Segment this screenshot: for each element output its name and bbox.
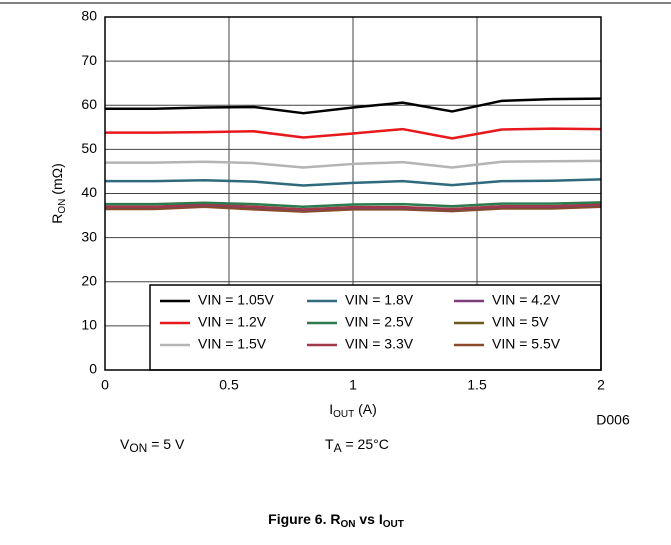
y-axis-label-part: (mΩ) <box>49 163 65 198</box>
legend-label: VIN = 5.5V <box>492 336 561 352</box>
x-tick-label: 1 <box>349 377 357 393</box>
annotation: VON = 5 V <box>120 436 185 455</box>
x-axis-label-part: I <box>329 401 333 417</box>
series-line <box>105 127 602 140</box>
legend-label: VIN = 2.5V <box>345 314 414 330</box>
x-tick-label: 1.5 <box>467 377 487 393</box>
caption: Figure 6. RON vs IOUT <box>268 511 404 530</box>
legend-label: VIN = 1.8V <box>345 292 414 308</box>
series-line <box>105 159 602 169</box>
annotation-part: ON <box>129 441 147 455</box>
x-axis-label: IOUT (A) <box>329 401 377 420</box>
annotation-part: A <box>334 441 342 455</box>
legend-box <box>149 284 602 371</box>
series-line <box>105 203 602 211</box>
series-line <box>105 205 602 213</box>
y-tick-label: 0 <box>89 361 97 377</box>
y-tick-label: 10 <box>81 317 97 333</box>
legend-label: VIN = 3.3V <box>345 336 414 352</box>
y-tick-label: 40 <box>81 184 97 200</box>
x-tick-label: 2 <box>597 377 605 393</box>
figure-id: D006 <box>596 412 630 428</box>
annotation-part: V <box>120 436 130 452</box>
y-tick-label: 60 <box>81 96 97 112</box>
series-line <box>105 97 602 115</box>
annotation-part: T <box>325 436 334 452</box>
y-axis-label-part: ON <box>57 199 68 214</box>
legend-label: VIN = 1.2V <box>198 314 267 330</box>
annotation-part: = 25°C <box>342 436 389 452</box>
annotation: TA = 25°C <box>325 436 389 455</box>
y-tick-label: 50 <box>81 140 97 156</box>
plot-border <box>104 16 602 371</box>
caption-part: vs I <box>356 511 383 527</box>
legend-label: VIN = 1.05V <box>198 292 275 308</box>
x-tick-label: 0.5 <box>219 377 239 393</box>
x-axis-label-part: (A) <box>354 401 377 417</box>
y-tick-label: 30 <box>81 228 97 244</box>
series-line <box>105 201 602 208</box>
y-axis-label: RON (mΩ) <box>49 163 68 223</box>
x-axis-label-part: OUT <box>333 409 354 420</box>
y-tick-label: 80 <box>81 8 97 24</box>
caption-part: ON <box>341 519 356 530</box>
y-axis-label-part: R <box>49 214 65 224</box>
y-tick-label: 70 <box>81 52 97 68</box>
caption-part: OUT <box>383 519 404 530</box>
x-tick-label: 0 <box>101 377 109 393</box>
legend-label: VIN = 5V <box>492 314 549 330</box>
series-line <box>105 178 602 187</box>
y-tick-label: 20 <box>81 272 97 288</box>
annotation-part: = 5 V <box>147 436 185 452</box>
legend-label: VIN = 1.5V <box>198 336 267 352</box>
legend-label: VIN = 4.2V <box>492 292 561 308</box>
caption-part: Figure 6. R <box>268 511 340 527</box>
